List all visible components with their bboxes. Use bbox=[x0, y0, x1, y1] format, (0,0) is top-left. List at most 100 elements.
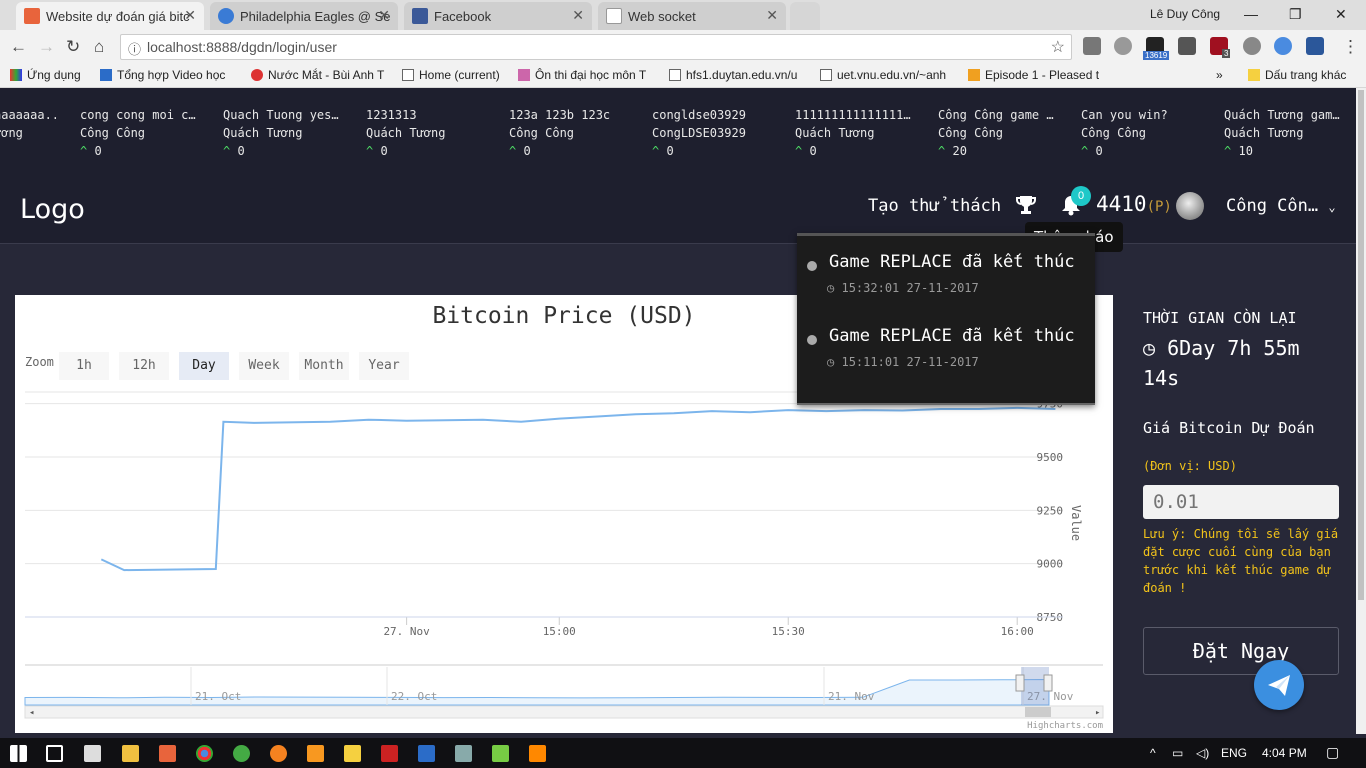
send-message-button[interactable] bbox=[1254, 660, 1304, 710]
browser-tab[interactable]: Philadelphia Eagles @ Se ✕ bbox=[210, 2, 398, 30]
sticky-notes-icon[interactable] bbox=[344, 745, 361, 762]
place-bet-button[interactable]: Đặt Ngay bbox=[1143, 627, 1339, 675]
extension-icon[interactable] bbox=[1178, 37, 1196, 55]
windows-start-icon[interactable] bbox=[10, 745, 27, 762]
mail-icon[interactable] bbox=[84, 745, 101, 762]
volume-icon[interactable]: ◁) bbox=[1196, 746, 1210, 760]
ticker-item[interactable]: congldse03929 CongLDSE03929 ^ 0 bbox=[652, 106, 772, 160]
page-icon bbox=[402, 69, 414, 81]
tray-chevron-icon[interactable]: ^ bbox=[1150, 746, 1156, 760]
maximize-icon[interactable]: ❐ bbox=[1289, 6, 1302, 22]
star-icon[interactable]: ☆ bbox=[1050, 39, 1065, 56]
menu-icon[interactable]: ⋮ bbox=[1342, 37, 1359, 56]
back-icon[interactable]: ← bbox=[10, 37, 27, 56]
bookmark-item[interactable]: Ôn thi đại học môn T bbox=[518, 68, 653, 82]
bookmark-item[interactable]: Home (current) bbox=[402, 68, 500, 82]
user-menu[interactable]: Công Côn… ⌄ bbox=[1226, 196, 1336, 216]
ticker-item[interactable]: aaaaaaa... ương bbox=[0, 106, 56, 142]
create-challenge-link[interactable]: Tạo thử thách bbox=[868, 196, 1002, 216]
extension-icon[interactable] bbox=[1114, 37, 1132, 55]
ticker-item[interactable]: cong cong moi c… Công Công ^ 0 bbox=[80, 106, 200, 160]
price-line-chart[interactable]: 97509500925090008750 27. Nov15:0015:3016… bbox=[15, 295, 1113, 733]
file-explorer-icon[interactable] bbox=[122, 745, 139, 762]
git-icon[interactable] bbox=[529, 745, 546, 762]
ticker-votes: 0 bbox=[809, 144, 817, 158]
new-tab-button[interactable] bbox=[790, 2, 820, 30]
language-indicator[interactable]: ENG bbox=[1221, 746, 1248, 760]
browser-tab[interactable]: Web socket ✕ bbox=[598, 2, 786, 30]
unit-label: (Đơn vị: USD) bbox=[1143, 459, 1237, 473]
extension-icon[interactable] bbox=[1146, 37, 1164, 55]
sublime-icon[interactable] bbox=[307, 745, 324, 762]
notification-time-text: 15:32:01 27-11-2017 bbox=[841, 281, 979, 295]
home-icon[interactable]: ⌂ bbox=[94, 37, 105, 56]
ticker-title: Quách Tương gam… bbox=[1224, 108, 1340, 122]
cloud-icon[interactable] bbox=[1274, 37, 1292, 55]
zoom-1h-button[interactable]: 1h bbox=[59, 352, 109, 380]
bookmarks-overflow-icon[interactable]: » bbox=[1216, 68, 1223, 82]
notifications-icon[interactable]: ▢ bbox=[1326, 744, 1340, 760]
bookmark-item[interactable]: uet.vnu.edu.vn/~anh bbox=[820, 68, 954, 82]
close-icon[interactable]: ✕ bbox=[378, 7, 390, 23]
bookmark-item[interactable]: Episode 1 - Pleased t bbox=[968, 68, 1104, 82]
bookmark-item[interactable]: Tổng hợp Video học bbox=[100, 68, 232, 82]
zoom-12h-button[interactable]: 12h bbox=[119, 352, 169, 380]
app-icon[interactable] bbox=[455, 745, 472, 762]
reload-icon[interactable]: ↻ bbox=[66, 37, 81, 56]
profile-name[interactable]: Lê Duy Công bbox=[1150, 7, 1221, 21]
clock[interactable]: 4:04 PM bbox=[1262, 746, 1307, 760]
bookmark-item[interactable]: hfs1.duytan.edu.vn/u bbox=[669, 68, 803, 82]
ticker-item[interactable]: 111111111111111… Quách Tương ^ 0 bbox=[795, 106, 915, 160]
clock-icon: ◷ bbox=[827, 281, 835, 295]
close-icon[interactable]: ✕ bbox=[572, 7, 584, 23]
network-icon[interactable]: ▭ bbox=[1172, 746, 1184, 760]
xampp-icon[interactable] bbox=[159, 745, 176, 762]
ticker-item[interactable]: Quách Tương gam… Quách Tương ^ 10 bbox=[1224, 106, 1344, 160]
zoom-month-button[interactable]: Month bbox=[299, 352, 349, 380]
close-window-icon[interactable]: ✕ bbox=[1335, 6, 1347, 22]
ticker-item[interactable]: Can you win? Công Công ^ 0 bbox=[1081, 106, 1201, 160]
ticker-item[interactable]: 123a 123b 123c Công Công ^ 0 bbox=[509, 106, 629, 160]
page-scrollbar[interactable] bbox=[1356, 88, 1366, 734]
zoom-week-button[interactable]: Week bbox=[239, 352, 289, 380]
extension-icon[interactable] bbox=[1306, 37, 1324, 55]
browser-tab[interactable]: Facebook ✕ bbox=[404, 2, 592, 30]
ticker-item[interactable]: Công Công game … Công Công ^ 20 bbox=[938, 106, 1058, 160]
close-icon[interactable]: ✕ bbox=[184, 7, 196, 23]
apps-icon bbox=[10, 69, 22, 81]
forward-icon[interactable]: → bbox=[38, 37, 55, 56]
app-icon[interactable] bbox=[418, 745, 435, 762]
site-logo[interactable]: Logo bbox=[20, 194, 85, 225]
bookmark-label: Dấu trang khác bbox=[1265, 68, 1347, 82]
task-view-icon[interactable] bbox=[46, 745, 63, 762]
firefox-icon[interactable] bbox=[270, 745, 287, 762]
bookmark-item[interactable]: Nước Mắt - Bùi Anh T bbox=[251, 68, 386, 82]
price-series-line bbox=[100, 406, 1056, 572]
bookmark-other[interactable]: Dấu trang khác bbox=[1248, 68, 1346, 82]
info-icon[interactable]: ⓘ bbox=[128, 42, 142, 57]
url-input[interactable]: ⓘ localhost:8888/dgdn/login/user ☆ bbox=[120, 34, 1072, 60]
avatar[interactable] bbox=[1176, 192, 1204, 220]
app-icon[interactable] bbox=[492, 745, 509, 762]
time-left-text: 6Day 7h 55m 14s bbox=[1143, 336, 1300, 390]
browser-tab-active[interactable]: Website dự đoán giá bitc ✕ bbox=[16, 2, 204, 30]
bookmark-apps[interactable]: Ứng dụng bbox=[10, 68, 81, 82]
chrome-icon[interactable] bbox=[196, 745, 213, 762]
prediction-input[interactable] bbox=[1143, 485, 1339, 519]
close-icon[interactable]: ✕ bbox=[766, 7, 778, 23]
ticker-item[interactable]: Quach Tuong yes… Quách Tương ^ 0 bbox=[223, 106, 343, 160]
gear-icon[interactable] bbox=[1243, 37, 1261, 55]
zoom-year-button[interactable]: Year bbox=[359, 352, 409, 380]
zoom-day-button[interactable]: Day bbox=[179, 352, 229, 380]
site-header: Logo Tạo thử thách 0 4410(P) Công Côn… ⌄… bbox=[0, 158, 1356, 258]
trophy-icon[interactable] bbox=[1016, 194, 1036, 221]
app-icon[interactable] bbox=[381, 745, 398, 762]
extension-icon[interactable] bbox=[1083, 37, 1101, 55]
time-left-label: THỜI GIAN CÒN LẠI bbox=[1143, 309, 1297, 327]
ticker-item[interactable]: 1231313 Quách Tương ^ 0 bbox=[366, 106, 486, 160]
minimize-icon[interactable]: — bbox=[1244, 6, 1258, 22]
app-icon[interactable] bbox=[233, 745, 250, 762]
game-ticker: aaaaaaa... ương cong cong moi c… Công Cô… bbox=[0, 88, 1356, 158]
up-arrow-icon: ^ bbox=[80, 144, 88, 158]
scrollbar-thumb[interactable] bbox=[1358, 90, 1364, 600]
